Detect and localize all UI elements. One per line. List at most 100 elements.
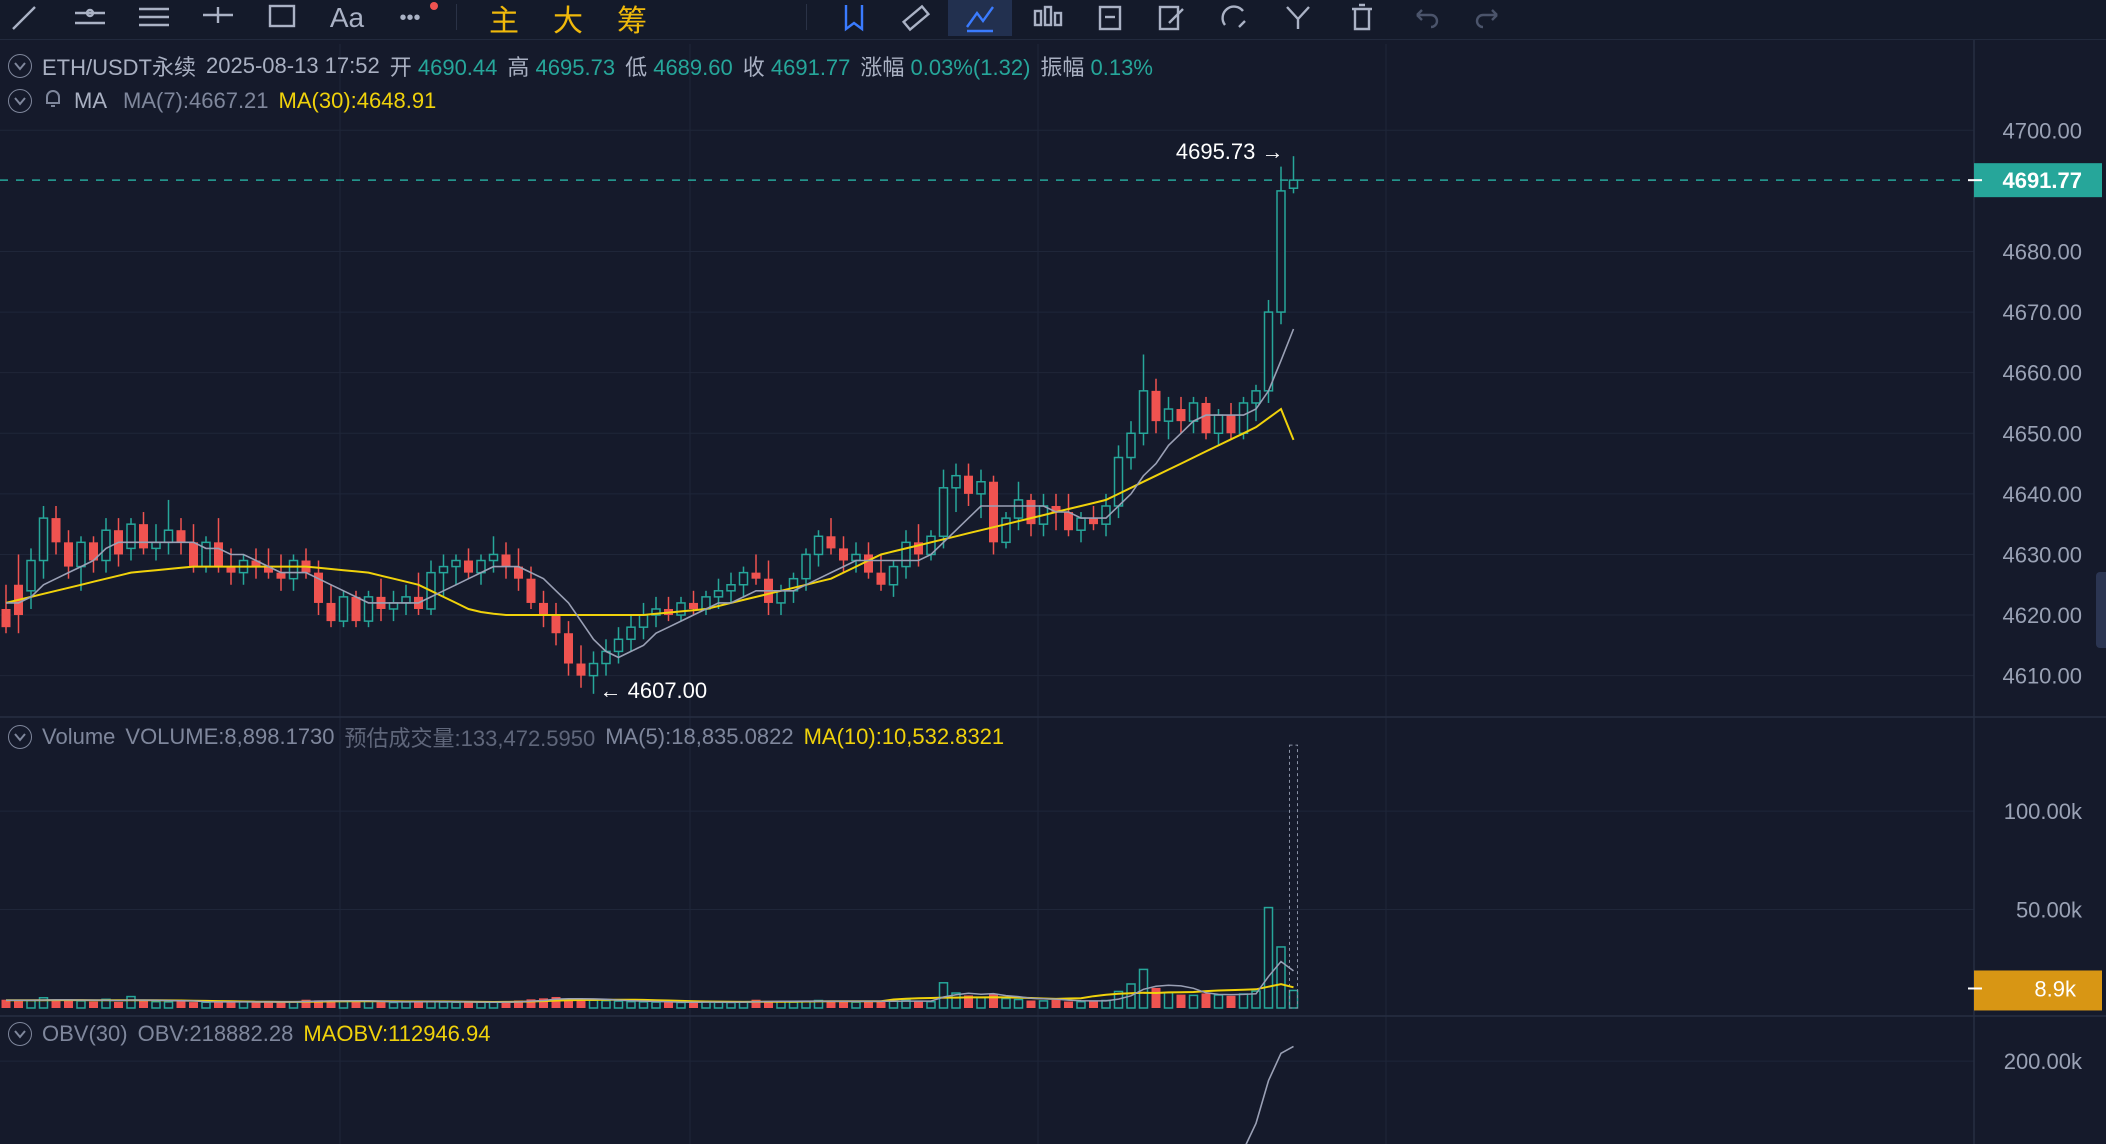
- volume-bar: [676, 1001, 686, 1009]
- candle: [401, 584, 411, 616]
- text-tool-label: Aa: [329, 2, 365, 33]
- volume-bar: [388, 1001, 399, 1009]
- trash-icon[interactable]: [1342, 0, 1382, 36]
- candle: [888, 560, 899, 597]
- candle: [626, 615, 636, 652]
- big-order-button[interactable]: 大: [548, 0, 588, 38]
- panel-resize-handle[interactable]: [2096, 572, 2106, 648]
- collapse-toggle-icon[interactable]: [8, 725, 32, 749]
- drawing-toolbar: Aa ••• 主 大 筹: [0, 0, 2106, 40]
- candle: [38, 505, 49, 579]
- volume-bar: [139, 1000, 148, 1008]
- volume-bar: [989, 994, 998, 1008]
- candle-body: [689, 602, 698, 609]
- candle-body: [1051, 505, 1061, 513]
- obv-tick-label: 200.00k: [2004, 1049, 2083, 1074]
- bookmark-icon[interactable]: [832, 0, 876, 36]
- candle: [26, 548, 36, 609]
- volume-bar: [613, 1000, 624, 1009]
- candle: [726, 572, 736, 603]
- volume-value: VOLUME:8,898.1730: [125, 724, 335, 749]
- symbol-label: ETH/USDT永续: [42, 55, 197, 80]
- volume-bar: [163, 1001, 174, 1009]
- candle-body: [288, 559, 299, 580]
- candle-datetime: 2025-08-13 17:52: [206, 53, 380, 78]
- amplitude-value: 0.13%: [1090, 55, 1153, 80]
- candle: [51, 505, 61, 555]
- candle-body: [738, 571, 749, 586]
- min-price-marker: ← 4607.00: [600, 678, 708, 703]
- candle: [1151, 378, 1161, 434]
- candle-body: [314, 572, 323, 603]
- ruler-icon[interactable]: [894, 0, 938, 36]
- volume-bar: [788, 1001, 799, 1009]
- candle: [1276, 166, 1286, 325]
- more-tools-button[interactable]: •••: [390, 0, 430, 36]
- volume-bar: [251, 1001, 261, 1008]
- current-price-tag-bg: [1974, 163, 2102, 198]
- volume-bar: [14, 1001, 23, 1008]
- candle-body: [564, 633, 573, 664]
- ma30-value: MA(30):4648.91: [278, 88, 437, 113]
- chip-distribution-button[interactable]: 筹: [612, 0, 652, 38]
- candle: [1126, 421, 1136, 470]
- candle-body: [189, 542, 198, 567]
- candle-body: [1013, 499, 1024, 519]
- candle: [713, 578, 724, 609]
- main-force-button[interactable]: 主: [484, 0, 524, 38]
- candle-body: [864, 554, 873, 573]
- candle-body: [338, 596, 349, 622]
- redo-icon[interactable]: [1468, 0, 1508, 36]
- candle-body: [201, 541, 211, 568]
- collapse-toggle-icon[interactable]: [8, 1022, 32, 1046]
- toolbar-divider: [456, 4, 457, 30]
- volume-bar: [1076, 1000, 1086, 1009]
- candle-body: [276, 572, 286, 579]
- volume-bar: [451, 1001, 461, 1009]
- candle: [564, 621, 573, 676]
- candle: [676, 596, 686, 622]
- template-icon[interactable]: [1090, 0, 1130, 36]
- volume-bar: [901, 999, 911, 1009]
- drawing-mode-icon[interactable]: [948, 0, 1012, 36]
- candle: [189, 524, 198, 573]
- edit-icon[interactable]: [1150, 0, 1194, 36]
- collapse-toggle-icon[interactable]: [8, 89, 32, 113]
- candle: [751, 554, 761, 585]
- volume-bar: [564, 998, 573, 1008]
- volume-bar: [114, 1001, 123, 1008]
- filter-icon[interactable]: [1278, 0, 1318, 36]
- parallel-lines-icon[interactable]: [68, 0, 112, 36]
- volume-bar: [726, 1001, 736, 1009]
- volume-bar: [326, 1000, 336, 1008]
- volume-bar: [1064, 1001, 1073, 1008]
- notification-dot: [430, 2, 438, 10]
- candle-body: [326, 602, 336, 622]
- undo-icon[interactable]: [1406, 0, 1446, 36]
- volume-bar: [414, 1000, 423, 1008]
- text-tool-button[interactable]: Aa: [322, 0, 372, 36]
- horizontal-line-icon[interactable]: [196, 0, 240, 36]
- volume-bar: [26, 999, 36, 1009]
- candle: [251, 548, 261, 579]
- volume-bar: [938, 982, 949, 1009]
- magnet-icon[interactable]: [1212, 0, 1256, 36]
- volume-bar: [351, 1001, 361, 1008]
- grid-lines: [0, 44, 1974, 1144]
- obv-indicator-name: OBV(30): [42, 1021, 128, 1046]
- fib-lines-icon[interactable]: [132, 0, 176, 36]
- candle-style-icon[interactable]: [1026, 0, 1070, 36]
- collapse-toggle-icon[interactable]: [8, 54, 32, 78]
- candle-body: [26, 559, 36, 592]
- volume-bar: [851, 1001, 861, 1009]
- volume-bar: [926, 1000, 936, 1009]
- volume-bar: [1263, 906, 1274, 1009]
- rectangle-icon[interactable]: [262, 0, 302, 36]
- bell-icon[interactable]: [42, 87, 64, 115]
- candle: [514, 548, 523, 591]
- volume-bar: [464, 1002, 473, 1008]
- volume-bar: [214, 1002, 223, 1008]
- volume-bar: [1151, 987, 1161, 1008]
- trend-line-icon[interactable]: [4, 0, 44, 36]
